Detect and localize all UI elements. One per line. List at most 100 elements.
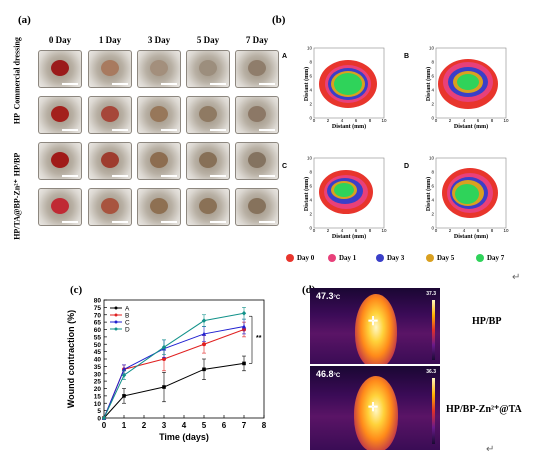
data-point xyxy=(162,357,166,361)
legend-marker xyxy=(114,313,118,317)
data-point xyxy=(162,385,166,389)
y-axis-label: Distant (mm) xyxy=(425,67,432,101)
y-tick-label: 35 xyxy=(94,364,102,371)
legend-label: Day 3 xyxy=(387,254,405,262)
column-header: 7 Day xyxy=(245,35,269,45)
x-tick-label: 4 xyxy=(463,118,466,123)
data-point xyxy=(202,342,206,347)
y-tick-label: 4 xyxy=(431,88,434,93)
thermal-image-1: 47.3°C 37.3 ✛ xyxy=(310,288,440,364)
x-tick-label: 4 xyxy=(463,228,466,233)
temperature-readout: 47.3°C xyxy=(316,291,340,301)
wound-photo xyxy=(235,142,279,180)
x-tick-label: 8 xyxy=(491,118,494,123)
wound-trace-plots: A Distant (mm) Distant (mm) B Distant (m… xyxy=(282,46,509,241)
x-tick-label: 6 xyxy=(477,118,480,123)
data-point xyxy=(121,367,127,372)
y-tick-label: 5 xyxy=(97,408,101,415)
crosshair-icon: ✛ xyxy=(368,400,379,414)
return-mark: ↵ xyxy=(512,272,521,283)
y-tick-label: 60 xyxy=(94,327,102,334)
wound-area xyxy=(199,198,217,214)
wound-photo xyxy=(38,188,82,226)
x-tick-label: 6 xyxy=(355,228,358,233)
scale-bar xyxy=(112,83,128,85)
wound-photo xyxy=(88,188,132,226)
row-header: HP/TA@BP-Zn²⁺ xyxy=(12,179,22,240)
temperature-scale-bar xyxy=(432,300,435,360)
x-axis-label: Distant (mm) xyxy=(454,233,488,240)
scale-bar xyxy=(62,221,78,223)
panel-c-label: (c) xyxy=(70,284,83,296)
x-tick-label: 3 xyxy=(162,421,167,430)
wound-area xyxy=(51,106,69,122)
y-tick-label: 10 xyxy=(429,46,435,51)
scale-bar xyxy=(62,129,78,131)
x-tick-label: 1 xyxy=(122,421,127,430)
wound-photo xyxy=(38,142,82,180)
x-tick-label: 2 xyxy=(327,228,330,233)
y-axis-label: Wound contraction (%) xyxy=(66,310,76,408)
subplot-b: B Distant (mm) Distant (mm) xyxy=(404,47,507,130)
return-mark: ↵ xyxy=(486,444,495,455)
plot-frame xyxy=(435,157,507,229)
panel-a-label: (a) xyxy=(18,14,31,26)
x-tick-label: 0 xyxy=(435,118,438,123)
data-point xyxy=(201,331,207,336)
thermal-caption: HP/BP-Zn²⁺@TA xyxy=(446,404,522,415)
wound-photo xyxy=(235,188,279,226)
temperature-scale-bar xyxy=(432,378,435,444)
x-tick-label: 4 xyxy=(341,228,344,233)
x-tick-label: 2 xyxy=(327,118,330,123)
wound-photo xyxy=(137,142,181,180)
x-tick-label: 2 xyxy=(449,118,452,123)
data-point xyxy=(242,361,246,366)
data-point xyxy=(201,318,207,324)
legend-marker xyxy=(114,320,118,324)
y-tick-label: 75 xyxy=(94,305,102,312)
wound-photo xyxy=(186,188,230,226)
x-tick-label: 7 xyxy=(242,421,247,430)
thermal-image-2: 46.8°C 36.3 ✛ xyxy=(310,366,440,450)
wound-photo xyxy=(186,96,230,134)
y-axis-label: Distant (mm) xyxy=(303,177,310,211)
legend-label: Day 7 xyxy=(487,254,505,262)
y-tick-label: 8 xyxy=(431,60,434,65)
y-tick-label: 6 xyxy=(309,74,312,79)
wound-area xyxy=(248,60,266,76)
wound-photo xyxy=(88,142,132,180)
y-tick-label: 15 xyxy=(94,393,102,400)
wound-photo xyxy=(235,96,279,134)
scale-bar xyxy=(161,129,177,131)
heat-spot xyxy=(354,376,398,450)
x-tick-label: 6 xyxy=(222,421,227,430)
temperature-value: 47.3 xyxy=(316,291,334,301)
y-tick-label: 6 xyxy=(431,74,434,79)
wound-area xyxy=(101,60,119,76)
plot-frame xyxy=(313,47,385,119)
wound-photo xyxy=(235,50,279,88)
wound-photo xyxy=(88,96,132,134)
y-tick-label: 10 xyxy=(429,156,435,161)
plot-frame xyxy=(313,157,385,229)
y-tick-label: 8 xyxy=(309,170,312,175)
wound-area xyxy=(101,106,119,122)
scale-bar xyxy=(62,83,78,85)
legend-label: Day 5 xyxy=(437,254,455,262)
y-tick-label: 10 xyxy=(307,46,313,51)
x-tick-label: 6 xyxy=(355,118,358,123)
y-tick-label: 30 xyxy=(94,371,102,378)
y-tick-label: 10 xyxy=(307,156,313,161)
wound-photo xyxy=(186,142,230,180)
y-tick-label: 8 xyxy=(309,60,312,65)
x-axis-label: Distant (mm) xyxy=(332,233,366,240)
wound-area xyxy=(248,198,266,214)
wound-area xyxy=(199,106,217,122)
x-tick-label: 8 xyxy=(369,118,372,123)
legend-swatch xyxy=(328,254,336,262)
scale-bar xyxy=(112,129,128,131)
x-tick-label: 10 xyxy=(503,118,509,123)
legend-label: Day 1 xyxy=(339,254,357,262)
subplot-label: B xyxy=(404,53,409,60)
x-tick-label: 5 xyxy=(202,421,207,430)
